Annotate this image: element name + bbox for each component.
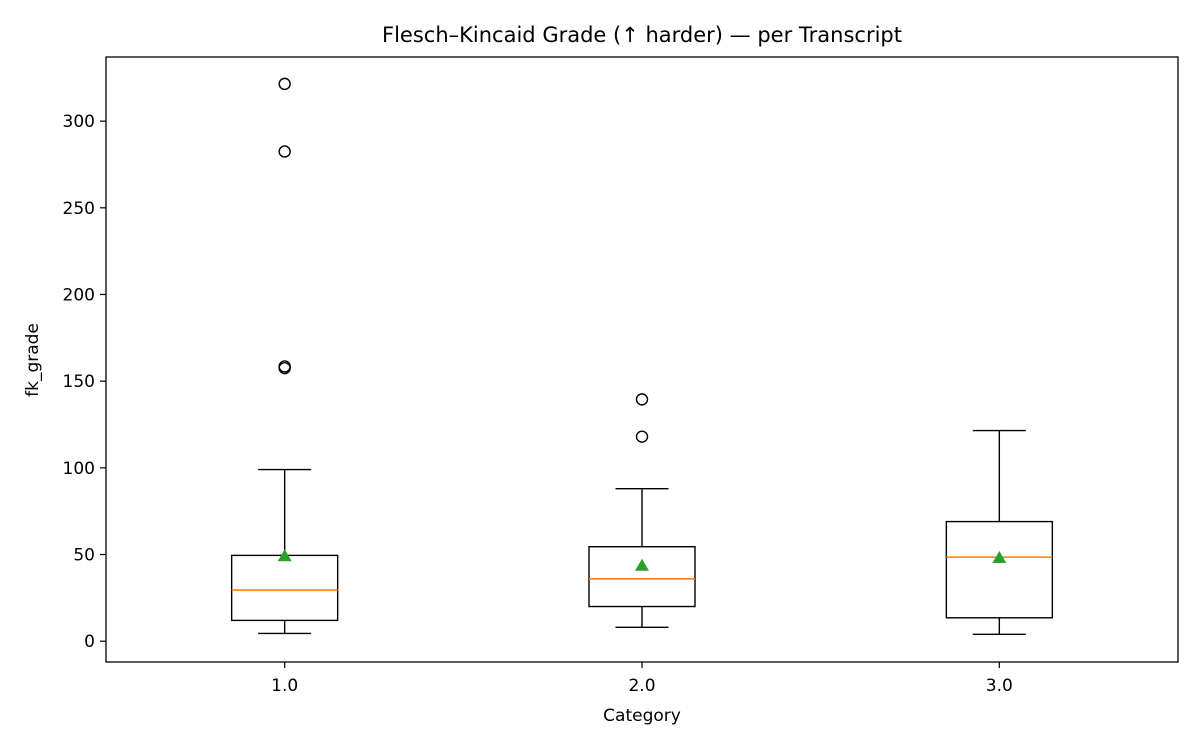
- outlier-point: [278, 360, 291, 373]
- outlier-point: [635, 430, 649, 443]
- iqr-box: [588, 546, 696, 608]
- box-1.0: [230, 77, 339, 635]
- y-tick-label: 200: [63, 285, 95, 305]
- y-tick-label: 50: [73, 546, 95, 566]
- outlier-point: [278, 145, 291, 158]
- y-tick-label: 150: [63, 372, 95, 392]
- outlier-point: [635, 393, 649, 406]
- y-tick-label: 300: [63, 112, 95, 132]
- x-axis: 1.0 2.0 3.0: [271, 662, 1013, 696]
- iqr-box: [945, 520, 1054, 619]
- plot-area: [230, 77, 1054, 635]
- x-tick-label: 2.0: [628, 676, 655, 696]
- plot-frame: [105, 56, 1179, 663]
- mean-marker: [635, 558, 649, 571]
- box-3.0: [945, 429, 1054, 635]
- y-axis: 0 50 100 150 200 250 300: [63, 112, 106, 652]
- x-tick-label: 1.0: [271, 676, 298, 696]
- box-2.0: [588, 393, 696, 629]
- y-tick-label: 0: [84, 632, 95, 652]
- chart-title: Flesch–Kincaid Grade (↑ harder) — per Tr…: [382, 23, 902, 47]
- outlier-point: [278, 77, 291, 91]
- x-tick-label: 3.0: [986, 676, 1013, 696]
- mean-marker: [992, 550, 1007, 563]
- mean-marker: [277, 549, 292, 562]
- iqr-box: [230, 554, 339, 622]
- x-axis-label: Category: [603, 706, 681, 726]
- y-axis-label: fk_grade: [23, 323, 43, 397]
- y-tick-label: 250: [63, 199, 95, 219]
- y-tick-label: 100: [63, 459, 95, 479]
